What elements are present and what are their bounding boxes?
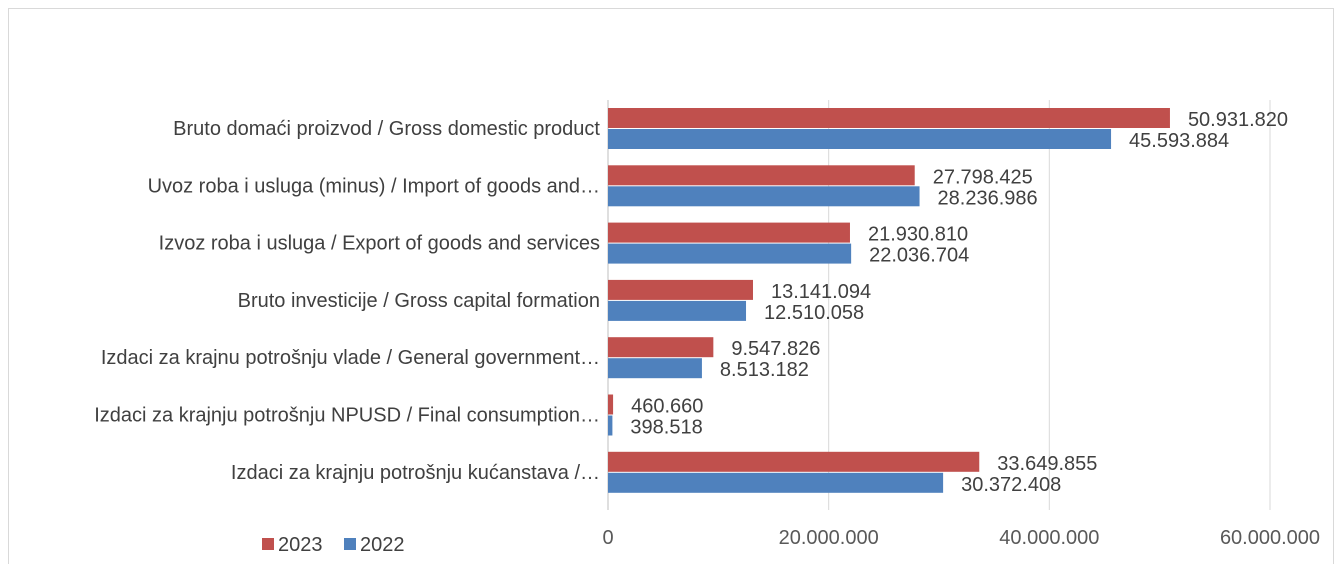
data-label: 8.513.182 bbox=[720, 359, 809, 381]
data-label: 33.649.855 bbox=[997, 453, 1097, 475]
bar-2022 bbox=[608, 186, 920, 207]
bar-2023 bbox=[608, 222, 850, 243]
bar-2023 bbox=[608, 279, 753, 300]
x-tick-label: 40.000.000 bbox=[999, 527, 1099, 549]
legend-swatch-2023 bbox=[262, 538, 274, 550]
bar-2022 bbox=[608, 243, 852, 264]
category-label: Izvoz roba i usluga / Export of goods an… bbox=[159, 233, 600, 255]
data-label: 21.930.810 bbox=[868, 224, 968, 246]
data-label: 9.547.826 bbox=[731, 338, 820, 360]
category-label: Bruto investicije / Gross capital format… bbox=[238, 290, 600, 312]
category-labels: Bruto domaći proizvod / Gross domestic p… bbox=[94, 118, 600, 484]
legend-swatch-2022 bbox=[344, 538, 356, 550]
data-label: 45.593.884 bbox=[1129, 130, 1229, 152]
category-label: Izdaci za krajnju potrošnju NPUSD / Fina… bbox=[94, 405, 600, 427]
data-label: 13.141.094 bbox=[771, 281, 871, 303]
bars bbox=[608, 108, 1170, 493]
data-label: 22.036.704 bbox=[869, 245, 969, 267]
bar-2022 bbox=[608, 129, 1112, 149]
bar-2023 bbox=[608, 394, 614, 415]
x-tick-label: 60.000.000 bbox=[1220, 527, 1320, 549]
bar-2022 bbox=[608, 300, 747, 321]
x-tick-label: 20.000.000 bbox=[779, 527, 879, 549]
data-label: 460.660 bbox=[631, 396, 703, 418]
data-label: 50.931.820 bbox=[1188, 109, 1288, 131]
data-label: 28.236.986 bbox=[938, 187, 1038, 209]
bar-2023 bbox=[608, 165, 915, 186]
bar-2023 bbox=[608, 108, 1170, 128]
data-label: 27.798.425 bbox=[933, 166, 1033, 188]
category-label: Izdaci za krajnju potrošnju kućanstava /… bbox=[231, 462, 600, 484]
x-tick-label: 0 bbox=[602, 527, 613, 549]
category-label: Bruto domaći proizvod / Gross domestic p… bbox=[173, 118, 600, 140]
legend-label: 2023 bbox=[278, 534, 323, 556]
data-label: 398.518 bbox=[630, 417, 702, 439]
bar-2022 bbox=[608, 358, 702, 379]
bar-2023 bbox=[608, 337, 714, 358]
category-label: Izdaci za krajnu potrošnju vlade / Gener… bbox=[101, 347, 600, 369]
bar-2022 bbox=[608, 472, 944, 493]
category-label: Uvoz roba i usluga (minus) / Import of g… bbox=[148, 175, 600, 197]
legend: 2023 2022 bbox=[262, 534, 405, 556]
data-label: 12.510.058 bbox=[764, 302, 864, 324]
bar-2023 bbox=[608, 451, 980, 472]
bar-2022 bbox=[608, 415, 613, 436]
data-label: 30.372.408 bbox=[961, 474, 1061, 496]
x-axis-tick-labels: 0 20.000.000 40.000.000 60.000.000 bbox=[602, 527, 1320, 549]
legend-label: 2022 bbox=[360, 534, 405, 556]
